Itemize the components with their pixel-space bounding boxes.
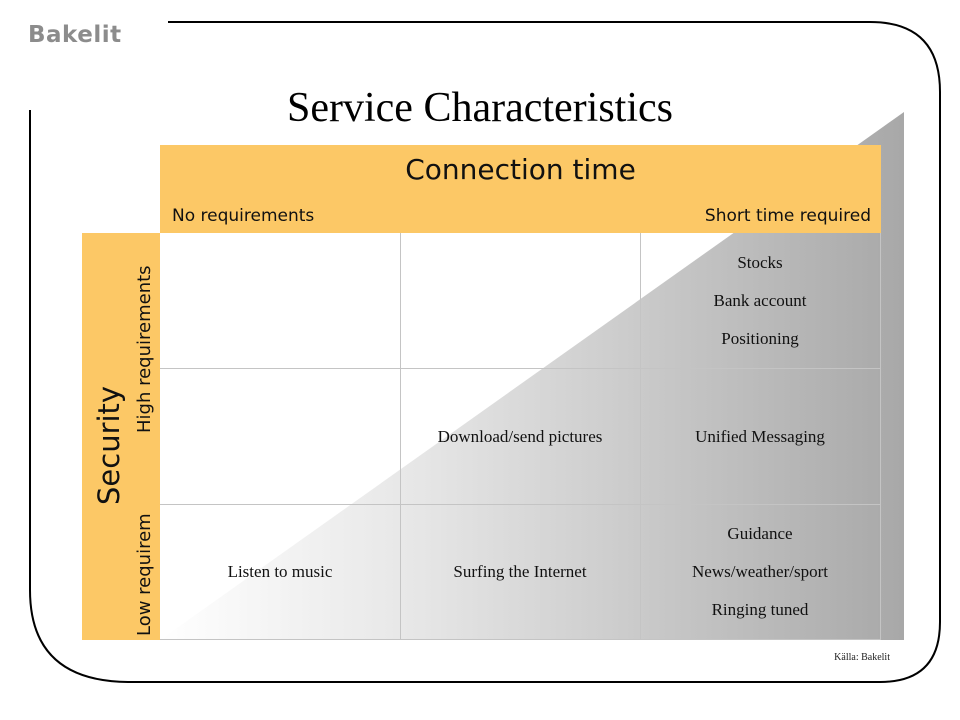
cell-service-label: Bank account — [713, 290, 807, 310]
matrix-grid: Stocks Bank account Positioning Download/se… — [160, 233, 881, 640]
source-note: Källa: Bakelit — [834, 652, 890, 663]
grid-line — [880, 233, 881, 640]
grid-line — [160, 504, 881, 505]
shaded-triangle — [160, 112, 904, 640]
brand-logo: Bakelit — [28, 22, 122, 48]
cell-service-label: Surfing the Internet — [453, 562, 587, 582]
column-axis-left-label: No requirements — [172, 206, 315, 226]
column-axis-right-label: Short time required — [704, 206, 871, 226]
cell-service-label: Guidance — [727, 524, 793, 544]
matrix-cell: Surfing the Internet — [400, 504, 640, 640]
matrix-cell — [160, 233, 400, 369]
matrix-cell: Download/send pictures — [400, 369, 640, 505]
row-axis-high-label: High requirements — [134, 265, 155, 433]
row-axis-low-label: Low requirem — [134, 513, 155, 636]
grid-line — [640, 233, 641, 640]
grid-line — [400, 233, 401, 640]
frame-outline — [29, 21, 941, 683]
matrix-cell: Stocks Bank account Positioning — [640, 233, 880, 369]
row-axis-title: Security — [92, 385, 126, 505]
cell-service-label: Download/send pictures — [437, 426, 603, 446]
matrix-cell — [400, 233, 640, 369]
column-axis-title: Connection time — [405, 153, 636, 186]
row-axis-low-clip: Low requirem — [130, 483, 160, 636]
cell-service-label: Listen to music — [227, 562, 333, 582]
cell-service-label: News/weather/sport — [692, 562, 828, 582]
page-title: Service Characteristics — [287, 85, 673, 131]
cell-service-label: Unified Messaging — [695, 426, 825, 446]
grid-line — [160, 368, 881, 369]
column-axis-header: Connection time No requirements Short ti… — [160, 145, 881, 233]
grid-line — [160, 639, 881, 640]
matrix-cell: Unified Messaging — [640, 369, 880, 505]
matrix-cell: Listen to music — [160, 504, 400, 640]
cell-service-label: Ringing tuned — [711, 600, 809, 620]
cell-service-label: Stocks — [737, 252, 783, 272]
matrix-cell — [160, 369, 400, 505]
row-axis-header: Security High requirements Low requirem — [82, 233, 160, 640]
matrix-cell: Guidance News/weather/sport Ringing tuned — [640, 504, 880, 640]
cell-service-label: Positioning — [721, 328, 799, 348]
